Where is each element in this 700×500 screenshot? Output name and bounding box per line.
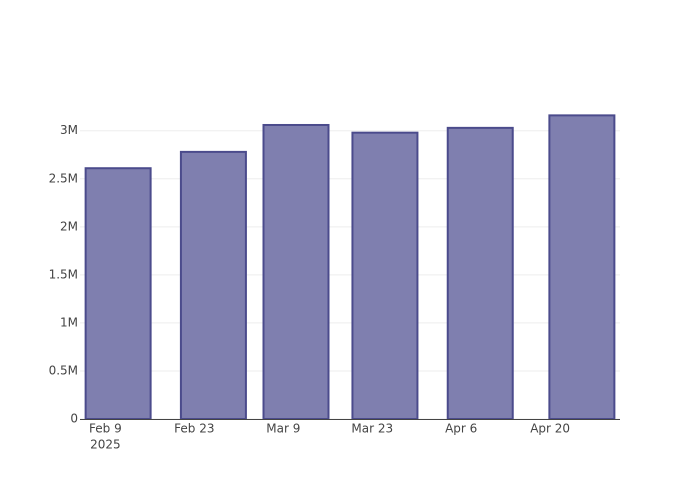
y-tick-label: 1M [60,315,78,329]
y-tick-label: 1.5M [49,267,78,281]
bar [548,114,616,420]
x-tick-label: Feb 9 [89,422,122,436]
x-tick-year: 2025 [90,438,121,452]
x-tick-label: Mar 23 [351,422,393,436]
bar [84,167,152,420]
y-tick-label: 0 [70,412,78,426]
bar [351,131,419,420]
bar [262,123,330,420]
x-tick-label: Apr 20 [530,422,570,436]
x-tick-label: Apr 6 [445,422,477,436]
y-tick-label: 0.5M [49,363,78,377]
y-tick-label: 2.5M [49,171,78,185]
y-tick-label: 3M [60,123,78,137]
bar [446,126,514,420]
x-tick-label: Mar 9 [266,422,300,436]
bar [179,150,247,421]
y-tick-label: 2M [60,219,78,233]
x-tick-label: Feb 23 [174,422,214,436]
